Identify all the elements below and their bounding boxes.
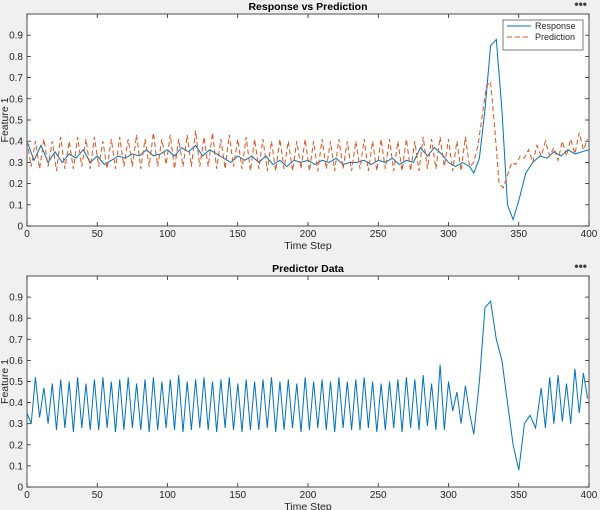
y-tick-label: 0.6 <box>9 94 23 105</box>
y-tick-label: 0.1 <box>9 200 23 211</box>
chart-title: Response vs Prediction <box>248 1 367 13</box>
x-tick-label: 200 <box>300 229 317 240</box>
plot-area <box>26 275 590 488</box>
y-tick-label: 0.5 <box>9 377 23 388</box>
x-tick-label: 50 <box>92 490 104 501</box>
y-tick-label: 0.9 <box>9 293 23 304</box>
axes-toolbar-menu-icon[interactable]: ••• <box>574 259 587 273</box>
x-tick-label: 300 <box>440 229 457 240</box>
y-tick-label: 0.7 <box>9 73 23 84</box>
x-tick-label: 50 <box>92 229 104 240</box>
legend-entry-label: Response <box>535 21 576 31</box>
x-tick-label: 150 <box>229 229 246 240</box>
y-tick-label: 0.7 <box>9 335 23 346</box>
x-tick-label: 250 <box>370 490 387 501</box>
x-tick-label: 200 <box>300 490 317 501</box>
chart-1: Response vs Prediction ••• 0 50 100 150 200 250… <box>0 0 598 252</box>
chart-title: Predictor Data <box>272 263 344 275</box>
y-tick-label: 0 <box>17 222 23 233</box>
x-tick-label: 100 <box>159 490 176 501</box>
x-tick-label: 0 <box>24 490 30 501</box>
y-tick-label: 0.3 <box>9 158 23 169</box>
x-tick-label: 350 <box>510 490 527 501</box>
x-tick-label: 250 <box>370 229 387 240</box>
x-tick-label: 400 <box>581 229 598 240</box>
y-tick-label: 0.3 <box>9 419 23 430</box>
x-tick-label: 400 <box>581 490 598 501</box>
y-tick-label: 0.8 <box>9 314 23 325</box>
y-tick-label: 0.2 <box>9 179 23 190</box>
y-tick-label: 0.6 <box>9 356 23 367</box>
chart-2: Predictor Data ••• 0 50 100 150 200 250 300 350 40… <box>0 259 598 510</box>
y-tick-label: 0.2 <box>9 440 23 451</box>
x-tick-label: 300 <box>440 490 457 501</box>
y-tick-label: 0.8 <box>9 52 23 63</box>
series-line-1 <box>27 300 589 471</box>
series-line-response <box>27 38 589 222</box>
legend-box <box>502 19 584 51</box>
x-tick-label: 150 <box>229 490 246 501</box>
x-tick-label: 350 <box>510 229 527 240</box>
y-tick-label: 0.4 <box>9 398 23 409</box>
series-line-prediction <box>27 80 589 189</box>
y-tick-label: 0.1 <box>9 461 23 472</box>
axes-toolbar-menu-icon[interactable]: ••• <box>574 0 587 11</box>
y-axis-label: Feature 1 <box>0 359 11 404</box>
plot-area <box>26 13 590 227</box>
x-tick-label: 100 <box>159 229 176 240</box>
x-axis-label: Time Step <box>284 240 332 252</box>
y-tick-label: 0 <box>17 483 23 494</box>
y-axis-label: Feature 1 <box>0 97 11 142</box>
legend-entry-label: Prediction <box>535 32 575 42</box>
y-tick-label: 0.5 <box>9 116 23 127</box>
x-axis-label: Time Step <box>284 501 332 510</box>
y-tick-label: 0.9 <box>9 31 23 42</box>
x-tick-label: 0 <box>24 229 30 240</box>
y-tick-label: 0.4 <box>9 137 23 148</box>
